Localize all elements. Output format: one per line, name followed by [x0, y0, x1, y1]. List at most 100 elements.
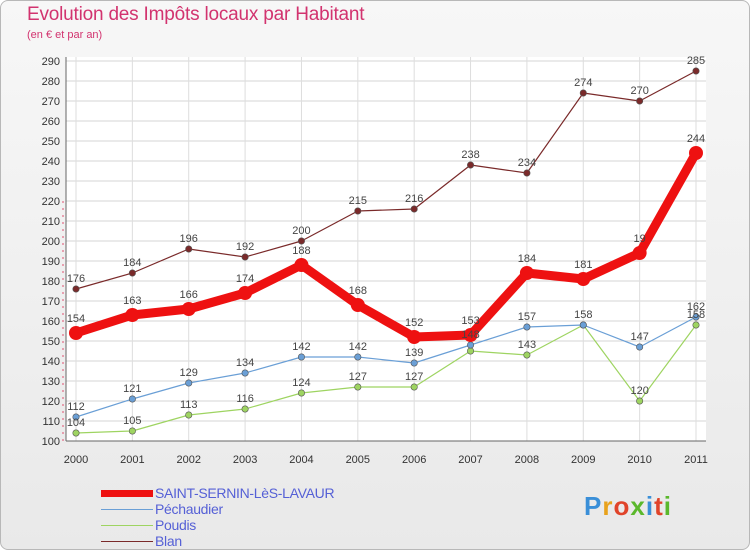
data-point — [72, 285, 80, 293]
x-tick-label: 2004 — [289, 454, 313, 466]
data-point — [238, 286, 253, 300]
data-label: 143 — [518, 339, 536, 351]
series-line-3 — [75, 70, 697, 290]
data-label: 121 — [123, 383, 141, 395]
x-tick-label: 2003 — [233, 454, 257, 466]
data-label: 166 — [180, 289, 198, 301]
y-tick-label: 210 — [42, 216, 60, 228]
data-label: 244 — [687, 133, 705, 145]
data-label: 270 — [630, 85, 648, 97]
data-label: 112 — [67, 401, 85, 413]
y-tick-label: 190 — [42, 256, 60, 268]
y-tick-label: 120 — [42, 396, 60, 408]
chart-title: Evolution des Impôts locaux par Habitant — [27, 4, 365, 25]
data-label: 120 — [630, 385, 648, 397]
data-point — [407, 330, 422, 344]
data-label: 116 — [236, 393, 254, 405]
data-label: 134 — [236, 357, 254, 369]
data-point — [354, 353, 362, 361]
data-point — [350, 298, 365, 312]
x-tick-label: 2005 — [346, 454, 370, 466]
data-label: 200 — [292, 225, 310, 237]
data-label: 154 — [67, 313, 85, 325]
data-point — [241, 369, 249, 377]
data-point — [519, 266, 534, 280]
logo-letter: x — [630, 491, 646, 521]
data-label: 216 — [405, 193, 423, 205]
data-label: 196 — [180, 233, 198, 245]
data-label: 174 — [236, 273, 254, 285]
y-tick-label: 200 — [42, 236, 60, 248]
y-tick-label: 270 — [42, 96, 60, 108]
data-label: 19 — [634, 233, 646, 245]
x-tick-label: 2001 — [120, 454, 144, 466]
data-point — [467, 341, 475, 349]
data-point — [72, 429, 80, 437]
data-point — [181, 302, 196, 316]
data-point — [636, 397, 644, 405]
data-point — [185, 379, 193, 387]
data-label: 215 — [349, 195, 367, 207]
data-point — [410, 359, 418, 367]
legend-item: Poudis — [101, 517, 334, 533]
data-point — [128, 269, 136, 277]
data-point — [689, 146, 703, 160]
data-label: 184 — [123, 257, 141, 269]
data-label: 147 — [630, 331, 648, 343]
legend-item: SAINT-SERNIN-LèS-LAVAUR — [101, 485, 335, 501]
data-point — [354, 383, 362, 391]
data-label: 142 — [292, 341, 310, 353]
y-tick-label: 290 — [42, 56, 60, 68]
logo-letter: o — [613, 491, 631, 521]
x-tick-label: 2010 — [627, 454, 651, 466]
data-point — [297, 353, 305, 361]
data-label: 181 — [574, 259, 592, 271]
y-tick-label: 250 — [42, 136, 60, 148]
data-label: 113 — [180, 399, 198, 411]
data-point — [241, 253, 249, 261]
series-line-1 — [75, 316, 697, 418]
legend-label: Poudis — [155, 517, 197, 533]
data-point — [294, 258, 309, 272]
data-point — [579, 89, 587, 97]
data-point — [692, 321, 700, 329]
y-tick-label: 170 — [42, 296, 60, 308]
y-tick-label: 260 — [42, 116, 60, 128]
data-point — [128, 427, 136, 435]
data-point — [185, 245, 193, 253]
data-label: 163 — [123, 295, 141, 307]
data-label: 157 — [518, 311, 536, 323]
x-tick-label: 2002 — [176, 454, 200, 466]
data-point — [410, 383, 418, 391]
x-tick-label: 2008 — [515, 454, 539, 466]
data-point — [72, 413, 80, 421]
logo-letter: P — [584, 491, 603, 521]
x-tick-label: 2009 — [571, 454, 595, 466]
data-point — [125, 308, 140, 322]
logo-letter: i — [663, 491, 672, 521]
data-label: 158 — [687, 309, 705, 321]
logo-letter: r — [602, 491, 614, 521]
data-point — [410, 205, 418, 213]
series-line-0 — [71, 148, 701, 342]
data-point — [636, 97, 644, 105]
data-label: 104 — [67, 417, 85, 429]
data-point — [354, 207, 362, 215]
data-label: 234 — [518, 157, 536, 169]
data-label: 274 — [574, 77, 592, 89]
data-label: 129 — [180, 367, 198, 379]
data-point — [523, 169, 531, 177]
plot-area — [66, 57, 706, 441]
data-label: 184 — [518, 253, 536, 265]
y-tick-label: 100 — [42, 436, 60, 448]
y-tick-label: 180 — [42, 276, 60, 288]
data-label: 192 — [236, 241, 254, 253]
data-point — [523, 351, 531, 359]
data-point — [692, 313, 700, 321]
legend-item: Blan — [101, 533, 334, 549]
data-point — [523, 323, 531, 331]
data-label: 238 — [461, 149, 479, 161]
y-tick-label: 130 — [42, 376, 60, 388]
legend-swatch — [101, 524, 153, 526]
